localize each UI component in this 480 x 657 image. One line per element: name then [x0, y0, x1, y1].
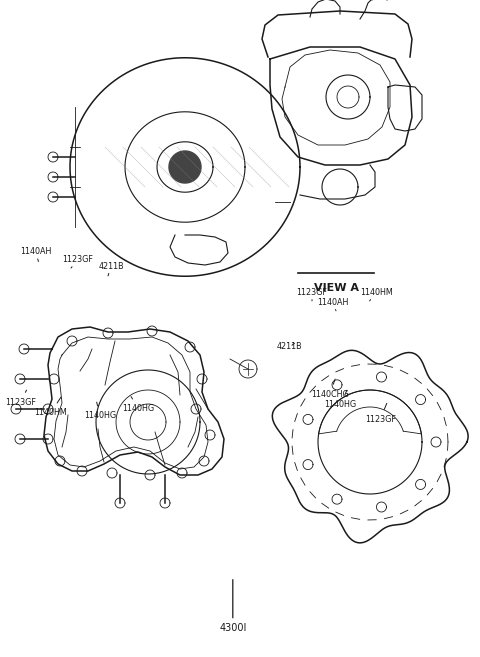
- Polygon shape: [169, 151, 201, 183]
- Text: 1123GF: 1123GF: [365, 403, 396, 424]
- Text: 1123GF: 1123GF: [297, 288, 327, 301]
- Text: 1140AH: 1140AH: [20, 247, 51, 261]
- Text: 4300I: 4300I: [219, 579, 247, 633]
- Text: 1140HM: 1140HM: [35, 397, 67, 417]
- Text: 1140HG: 1140HG: [324, 390, 357, 409]
- Text: 1123GF: 1123GF: [5, 390, 36, 407]
- Text: 4211B: 4211B: [277, 342, 302, 351]
- Text: 4211B: 4211B: [98, 261, 124, 276]
- Text: 1140HG: 1140HG: [84, 402, 116, 420]
- Text: 1140CHG: 1140CHG: [311, 379, 349, 399]
- Text: 1140AH: 1140AH: [317, 298, 348, 311]
- Text: 1140HG: 1140HG: [122, 397, 155, 413]
- Text: 1123GF: 1123GF: [62, 255, 93, 268]
- Text: 1140HM: 1140HM: [360, 288, 393, 301]
- Text: VIEW A: VIEW A: [313, 283, 359, 292]
